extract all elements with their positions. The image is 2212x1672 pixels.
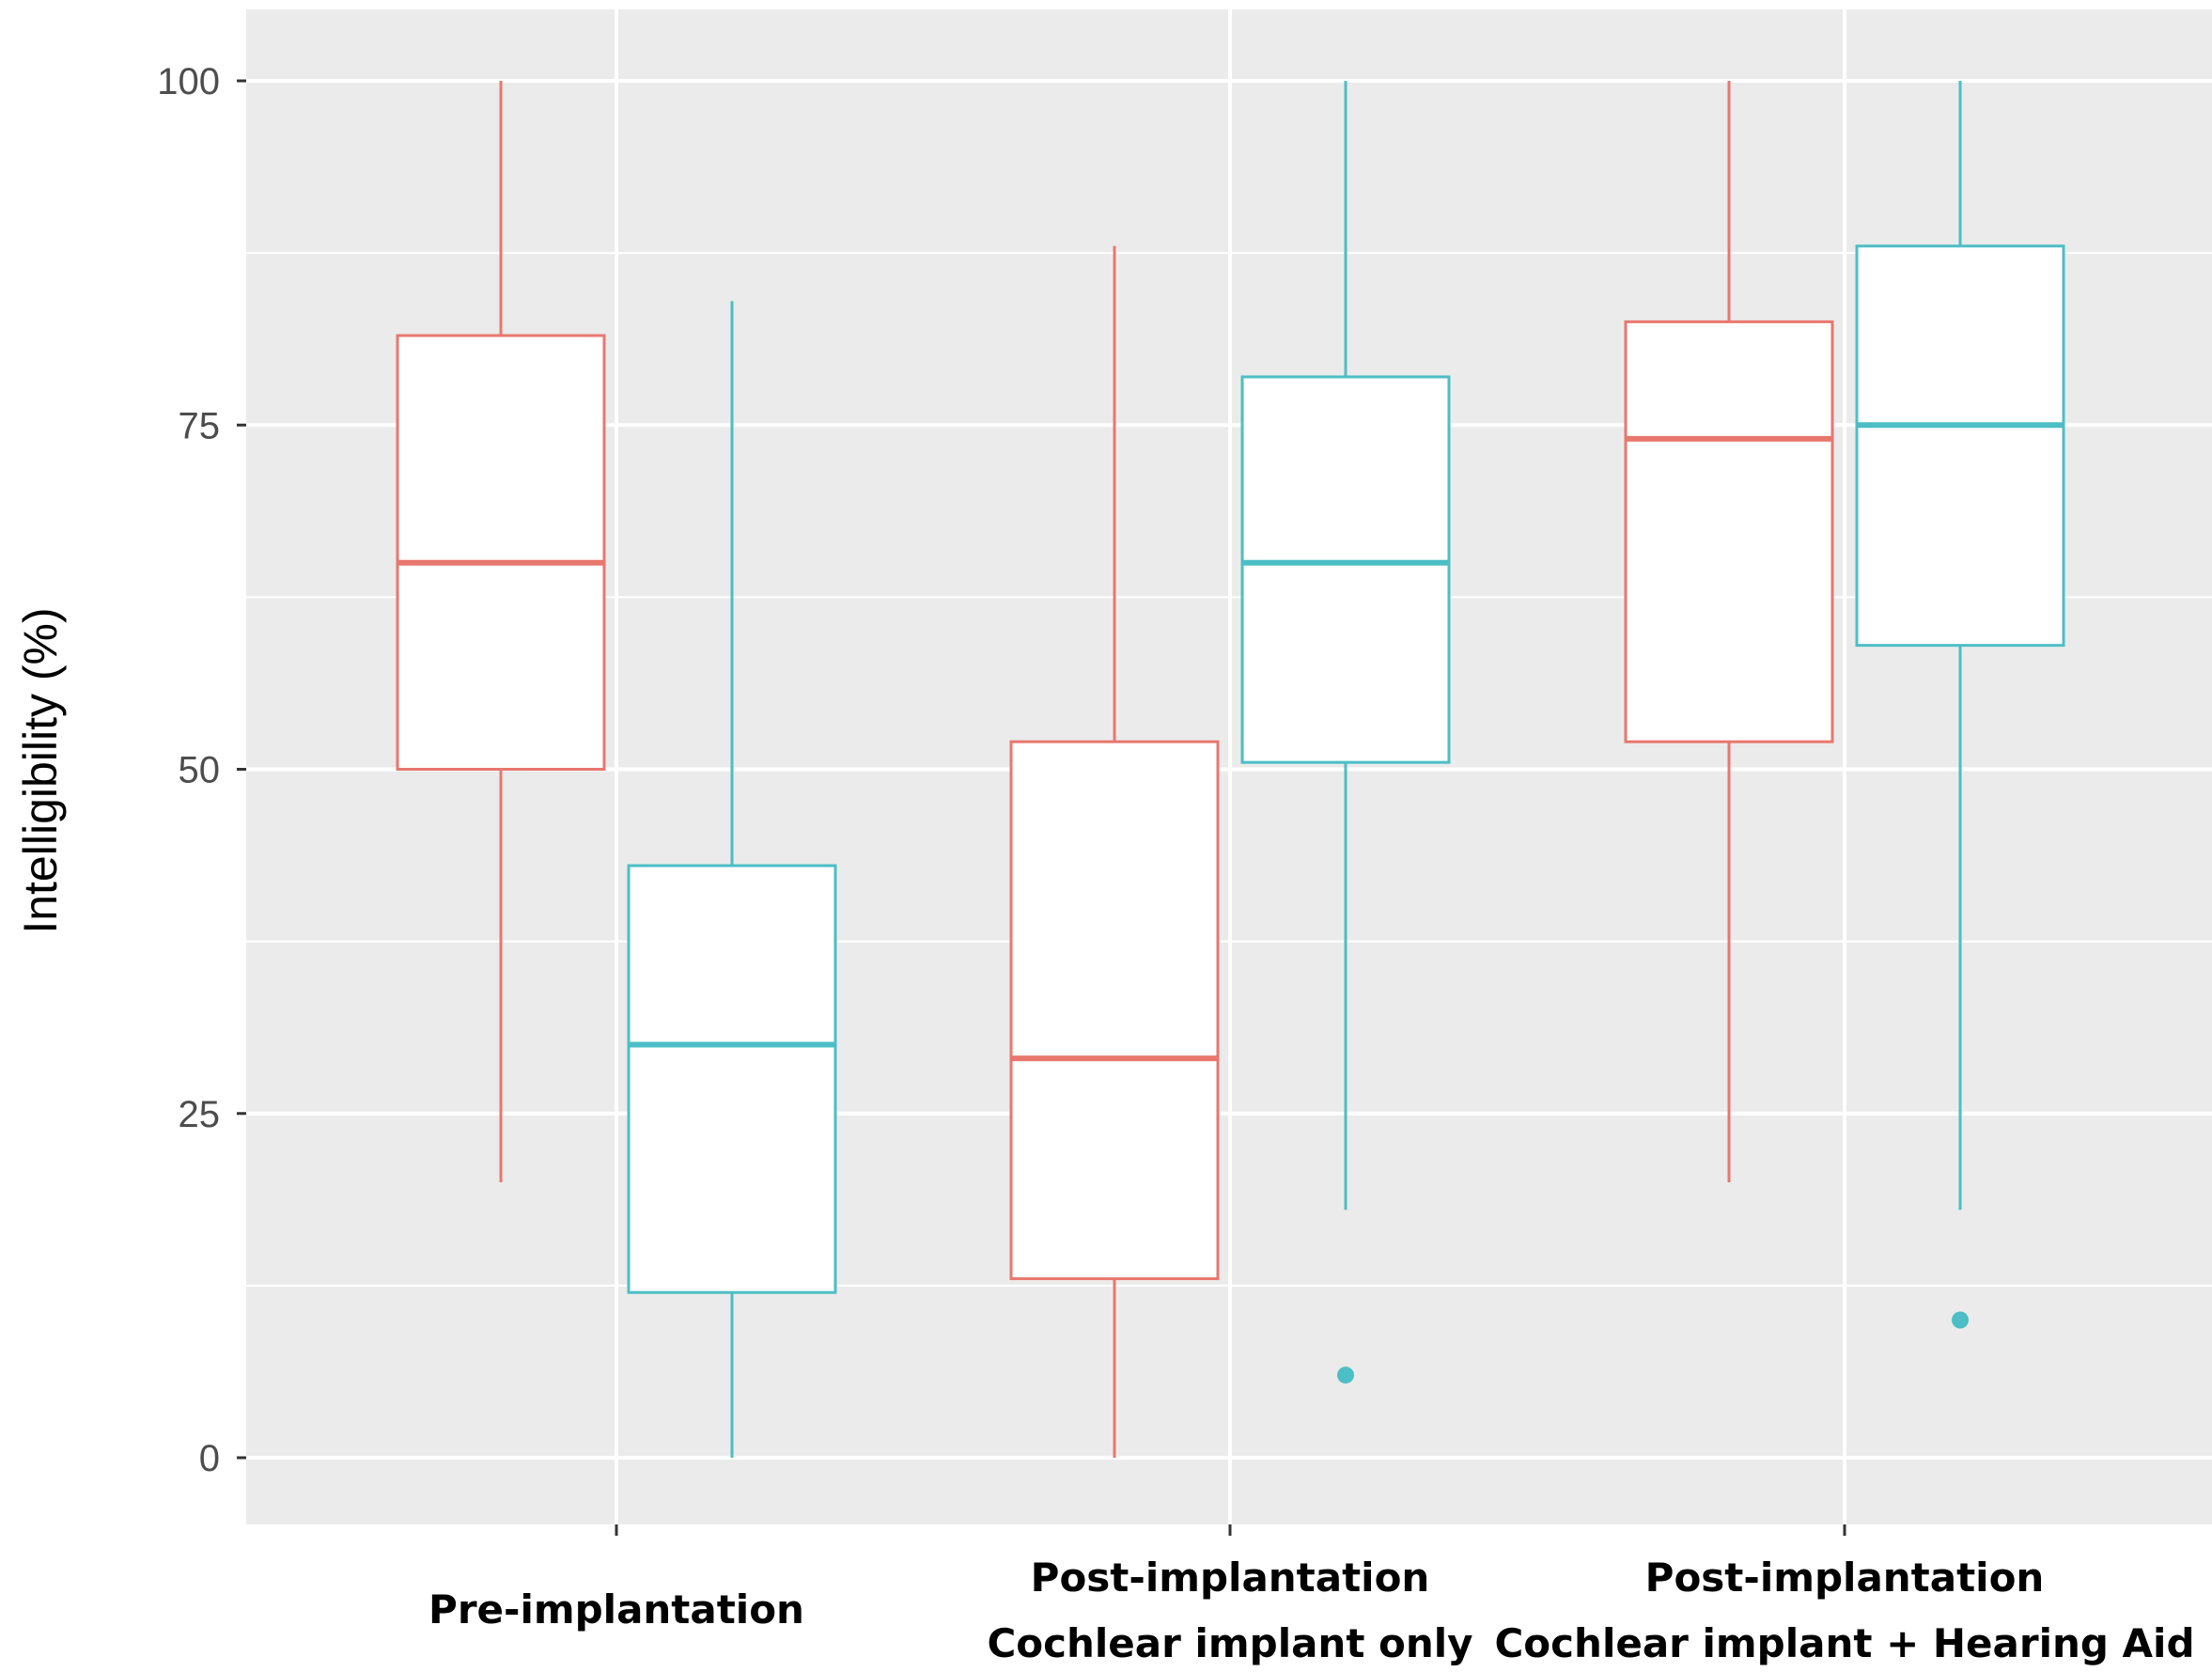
y-tick-label: 75 [179,405,221,446]
x-category-label: Post-implantation [1645,1555,2045,1601]
y-tick-label: 0 [199,1438,220,1479]
box-iqr [396,334,606,771]
box-iqr [1855,244,2065,648]
x-category-label: Cochlear implant only [987,1620,1472,1666]
y-axis-ticks: 0 25 50 75 100 [157,61,246,1479]
y-tick-label: 25 [179,1094,221,1135]
box-iqr [627,864,837,1294]
box-2-2 [1240,81,1451,1384]
y-axis-title: Intelligibility (%) [14,607,67,933]
x-category-label: Post-implantation [1031,1555,1430,1601]
box-1-1 [396,81,606,1182]
box-iqr [1624,320,1834,743]
x-axis-ticks [615,1524,1846,1536]
x-category-label: Pre-implantation [428,1586,804,1633]
y-tick-label: 100 [157,61,220,102]
x-axis-categories: Pre-implantation Post-implantation Cochlea… [428,1555,2195,1666]
outlier-point [1952,1311,1969,1329]
box-2-1 [627,301,837,1458]
box-2-3 [1855,81,2065,1329]
box-iqr [1240,375,1451,764]
outlier-point [1337,1367,1354,1384]
box-1-3 [1624,81,1834,1182]
box-iqr [1009,740,1220,1281]
x-category-label: Cochlear implant + Hearing Aid [1494,1620,2194,1666]
boxes-layer [396,81,2065,1458]
box-1-2 [1009,245,1220,1458]
y-tick-label: 50 [179,750,221,791]
